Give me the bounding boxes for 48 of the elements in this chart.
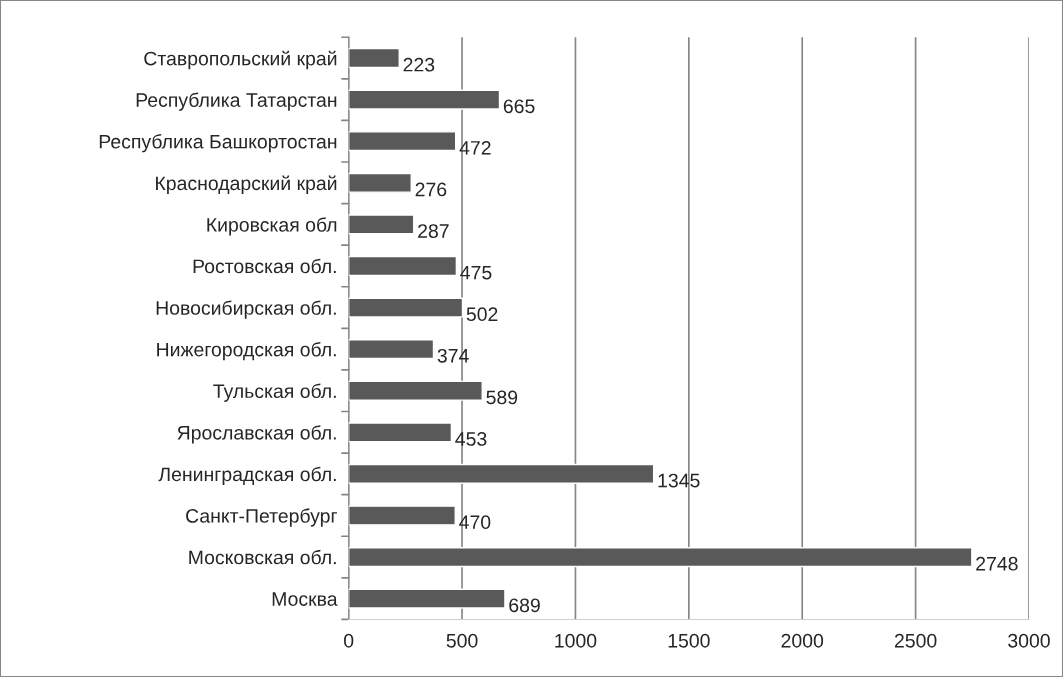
y-tick-label: Ростовская обл.: [193, 258, 336, 274]
data-label: 475: [460, 265, 492, 280]
data-label: 589: [486, 390, 518, 405]
x-tick-label: 0: [344, 633, 354, 648]
data-label: 502: [466, 307, 498, 322]
bar: [348, 47, 400, 69]
x-tick-label: 1000: [555, 633, 597, 648]
y-tick-label: Республика Татарстан: [136, 92, 337, 111]
y-tick-label: Ярославская обл.: [177, 425, 336, 444]
x-tick-label: 1500: [668, 633, 710, 648]
bar: [348, 255, 458, 277]
y-tick-label: Москва: [272, 592, 338, 606]
bar: [348, 547, 973, 568]
x-tick-label: 500: [446, 633, 478, 648]
bar: [348, 463, 655, 484]
y-tick-label: Нижегородская обл.: [157, 342, 336, 361]
data-label: 223: [403, 57, 435, 72]
bar: [348, 172, 412, 193]
y-tick-label: Республика Башкортостан: [99, 134, 337, 153]
bar: [348, 214, 415, 235]
data-label: 287: [418, 224, 449, 238]
y-tick-label: Краснодарский край: [156, 175, 337, 195]
data-label: 472: [459, 140, 491, 155]
y-tick-label: Санкт-Петербург: [186, 508, 337, 527]
bar: [348, 297, 464, 318]
y-tick-label: Кировская обл: [207, 217, 337, 236]
bar: [348, 131, 457, 152]
x-tick-label: 2500: [894, 633, 937, 648]
data-label: 276: [415, 182, 447, 197]
data-label: 453: [455, 432, 487, 446]
x-tick-label: 3000: [1008, 633, 1050, 648]
data-label: 689: [509, 598, 540, 613]
data-label: 470: [459, 515, 491, 530]
y-tick-label: Ленинградская обл.: [158, 466, 336, 486]
y-tick-label: Московская обл.: [189, 549, 336, 565]
bar: [348, 422, 453, 443]
bar: [348, 505, 456, 526]
y-tick-label: Ставропольский край: [144, 50, 337, 70]
y-tick-label: Тульская обл.: [213, 383, 336, 402]
y-tick-label: Новосибирская обл.: [156, 300, 336, 319]
data-label: 374: [437, 348, 469, 363]
data-label: 665: [503, 99, 535, 114]
data-label: 2748: [976, 556, 1018, 571]
bar: [348, 89, 501, 110]
x-tick-label: 2000: [781, 633, 824, 648]
bar: [348, 588, 506, 609]
bar: [348, 339, 435, 360]
bar: [348, 380, 483, 401]
